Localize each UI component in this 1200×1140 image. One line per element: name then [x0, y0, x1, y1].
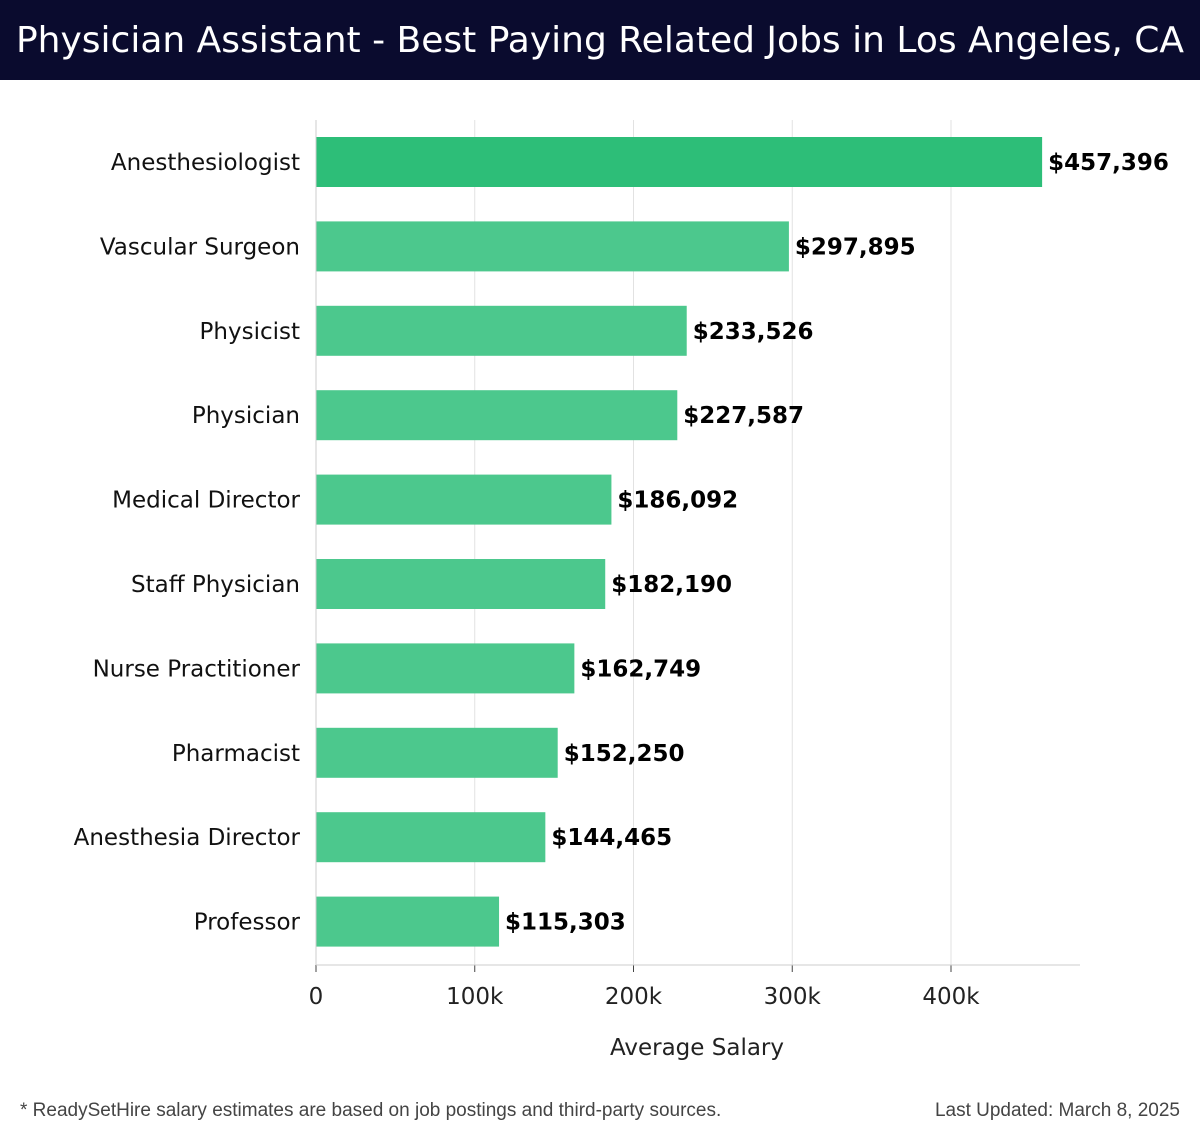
category-label: Anesthesiologist: [111, 150, 300, 176]
category-label: Staff Physician: [131, 572, 300, 598]
chart-title: Physician Assistant - Best Paying Relate…: [15, 19, 1185, 61]
bar: [316, 474, 612, 525]
value-label: $186,092: [617, 488, 738, 514]
x-axis: 0 100k 200k 300k 400k: [309, 120, 1080, 1010]
category-label: Anesthesia Director: [74, 825, 301, 851]
bar: [316, 390, 678, 441]
bars: Anesthesiologist $457,396 Vascular Surgeon…: [74, 137, 1169, 947]
bar: [316, 643, 575, 694]
value-label: $162,749: [580, 656, 701, 682]
x-tick-label: 200k: [605, 984, 663, 1010]
category-label: Physician: [192, 403, 300, 429]
value-label: $115,303: [505, 910, 626, 936]
value-label: $457,396: [1048, 150, 1169, 176]
bar: [316, 559, 606, 609]
category-label: Medical Director: [112, 488, 300, 514]
category-label: Nurse Practitioner: [93, 656, 301, 682]
bar: [316, 305, 687, 356]
bar: [316, 727, 558, 778]
x-tick-label: 0: [309, 984, 324, 1010]
bar: [316, 812, 546, 863]
value-label: $297,895: [795, 234, 916, 260]
category-label: Physicist: [200, 319, 300, 345]
bar: [316, 896, 500, 947]
chart-header: Physician Assistant - Best Paying Relate…: [0, 0, 1200, 80]
category-label: Professor: [194, 910, 301, 936]
x-tick-label: 300k: [764, 984, 822, 1010]
bar-chart: Anesthesiologist $457,396 Vascular Surgeon…: [74, 120, 1169, 1061]
footer-note: * ReadySetHire salary estimates are base…: [20, 1100, 722, 1121]
value-label: $152,250: [564, 741, 685, 767]
category-label: Pharmacist: [172, 741, 300, 767]
x-axis-label: Average Salary: [610, 1035, 784, 1061]
bar: [316, 137, 1043, 187]
value-label: $182,190: [611, 572, 732, 598]
x-tick-label: 400k: [922, 984, 980, 1010]
value-label: $233,526: [693, 319, 814, 345]
category-label: Vascular Surgeon: [100, 234, 300, 260]
x-tick-label: 100k: [446, 984, 504, 1010]
bar: [316, 221, 789, 272]
value-label: $144,465: [551, 825, 672, 851]
value-label: $227,587: [683, 403, 804, 429]
last-updated: Last Updated: March 8, 2025: [934, 1100, 1180, 1121]
